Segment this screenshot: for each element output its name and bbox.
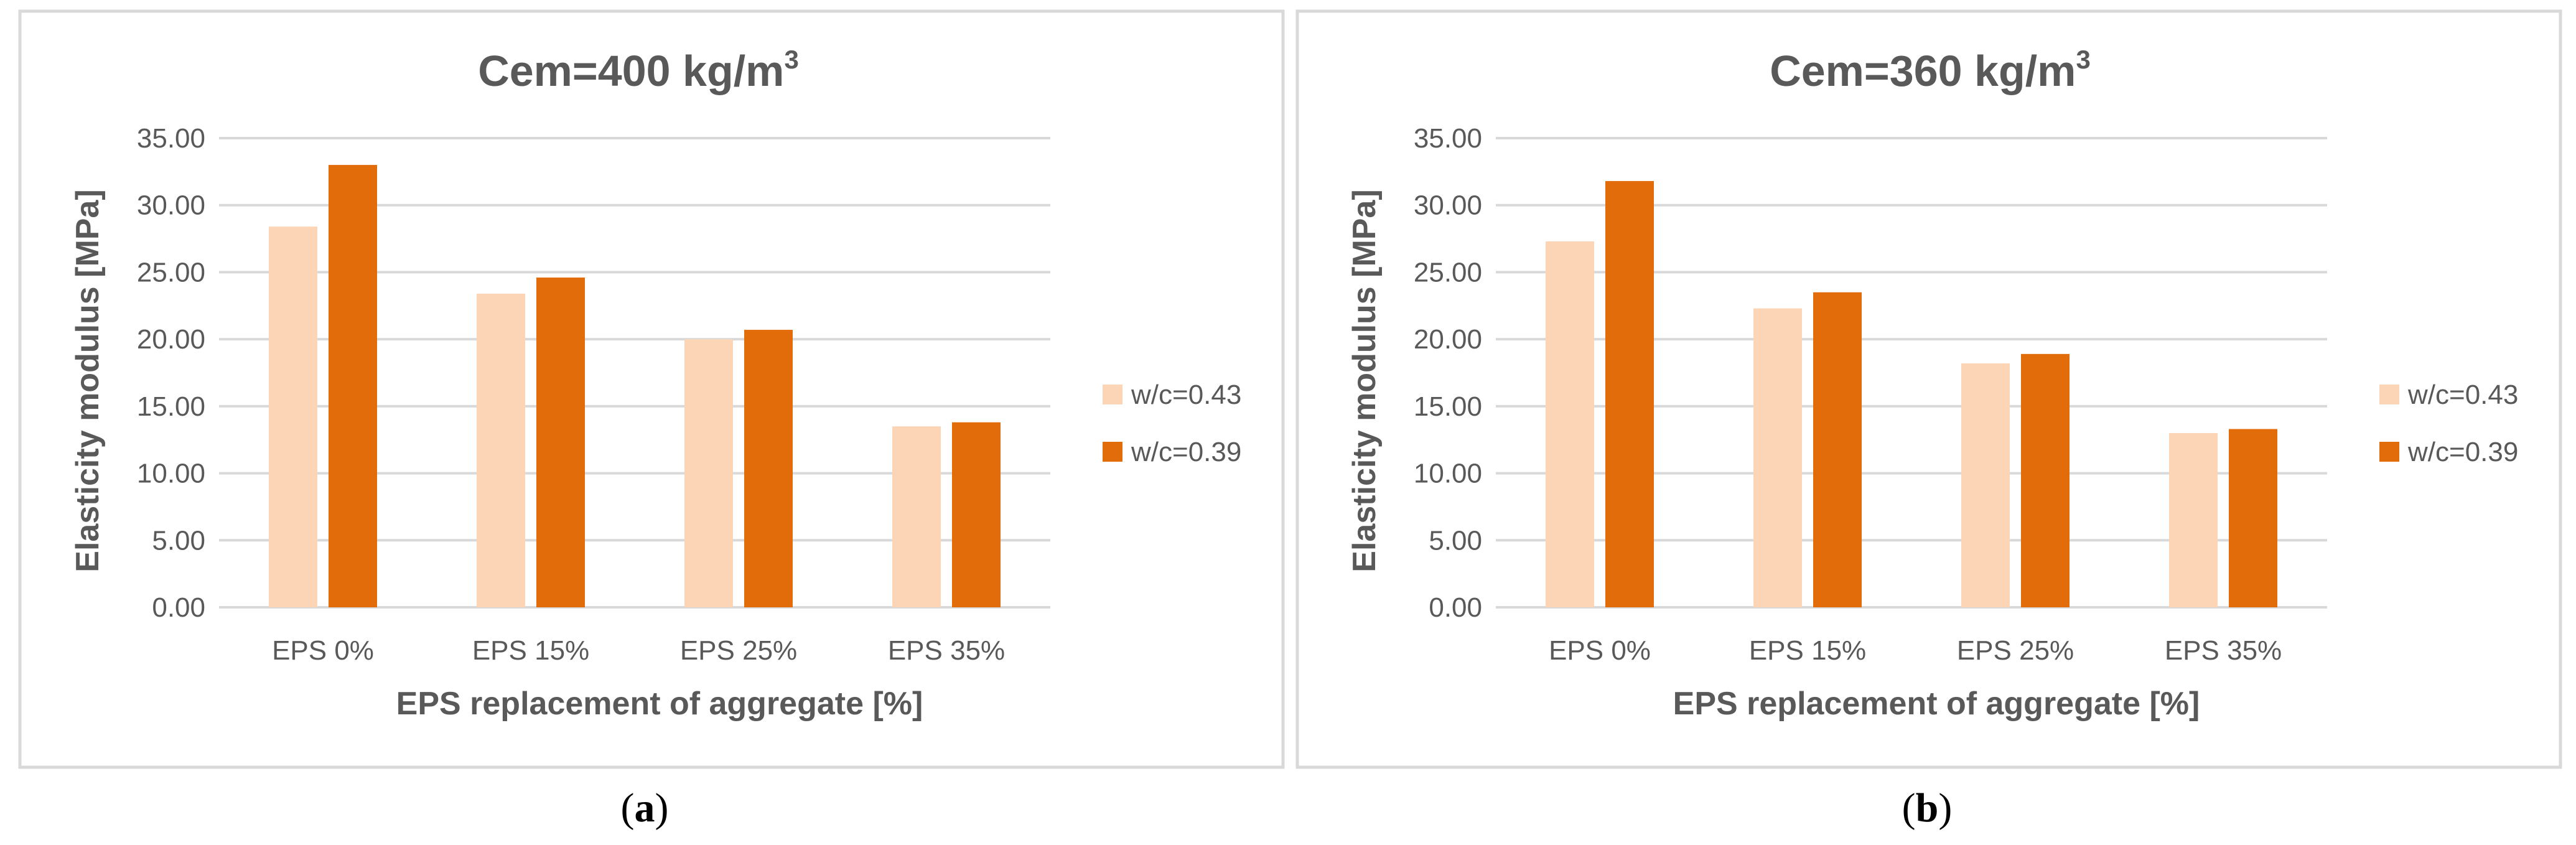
y-tick-label-a-5: 25.00: [137, 257, 205, 287]
y-axis-label-b: Elasticity modulus [MPa]: [1346, 189, 1383, 572]
x-ticks-b: EPS 0% EPS 15% EPS 25% EPS 35%: [1549, 635, 2282, 666]
x-tick-label-b-1: EPS 15%: [1749, 635, 1866, 666]
x-tick-label-a-1: EPS 15%: [472, 635, 589, 666]
chart-title-text-a: Cem=400 kg/m: [478, 47, 784, 95]
x-tick-label-a-3: EPS 35%: [888, 635, 1005, 666]
caption-close-a: ): [655, 785, 669, 831]
y-tick-label-a-3: 15.00: [137, 391, 205, 422]
chart-title-superscript-a: 3: [784, 45, 798, 74]
y-tick-label-b-3: 15.00: [1414, 391, 1482, 422]
y-axis-label-a: Elasticity modulus [MPa]: [70, 189, 106, 572]
y-tick-label-b-5: 25.00: [1414, 257, 1482, 287]
bar-b-s1-c1: [1813, 292, 1862, 607]
legend-label-a-1: w/c=0.39: [1131, 437, 1241, 467]
y-tick-label-a-2: 10.00: [137, 459, 205, 489]
legend-swatch-a-0: [1103, 385, 1122, 404]
x-tick-label-b-3: EPS 35%: [2165, 635, 2282, 666]
y-tick-label-a-6: 30.00: [137, 190, 205, 221]
x-ticks-a: EPS 0% EPS 15% EPS 25% EPS 35%: [272, 635, 1005, 666]
y-tick-label-b-6: 30.00: [1414, 190, 1482, 221]
bar-a-s1-c3: [952, 422, 1001, 607]
x-axis-label-a: EPS replacement of aggregate [%]: [396, 686, 923, 722]
caption-open-b: (: [1902, 785, 1916, 831]
y-ticks-b: 0.00 5.00 10.00 15.00 20.00 25.00 30.00 35.00: [1414, 123, 1482, 623]
bar-b-s0-c2: [1961, 363, 2010, 607]
caption-b: (b): [1902, 785, 1953, 831]
x-tick-label-b-0: EPS 0%: [1549, 635, 1651, 666]
x-tick-label-b-2: EPS 25%: [1957, 635, 2074, 666]
y-tick-label-b-4: 20.00: [1414, 324, 1482, 355]
chart-title-a: Cem=400 kg/m3: [478, 45, 799, 95]
bar-b-s0-c1: [1753, 308, 1802, 607]
chart-title-b: Cem=360 kg/m3: [1770, 45, 2091, 95]
legend-swatch-a-1: [1103, 442, 1122, 462]
bars-b: [1546, 180, 2277, 607]
legend-swatch-b-1: [2379, 442, 2399, 462]
chart-panel-a: Cem=400 kg/m3 0.00 5.00 10.00 15.00 20.00 25.…: [18, 9, 1285, 831]
bar-a-s0-c3: [892, 426, 941, 607]
bar-a-s1-c0: [329, 165, 377, 608]
x-axis-label-b: EPS replacement of aggregate [%]: [1673, 686, 2200, 722]
y-tick-label-b-0: 0.00: [1429, 592, 1482, 623]
y-tick-label-a-4: 20.00: [137, 324, 205, 355]
caption-close-b: ): [1938, 785, 1952, 831]
bar-b-s1-c3: [2229, 429, 2277, 607]
caption-a: (a): [621, 785, 669, 831]
chart-title-superscript-b: 3: [2076, 45, 2090, 74]
legend-a: w/c=0.43 w/c=0.39: [1103, 380, 1241, 467]
y-tick-label-b-2: 10.00: [1414, 459, 1482, 489]
legend-label-b-0: w/c=0.43: [2407, 380, 2518, 410]
y-ticks-a: 0.00 5.00 10.00 15.00 20.00 25.00 30.00 35.00: [137, 123, 205, 623]
chart-panel-b: Cem=360 kg/m3 0.00 5.00 10.00 15.00 20.00 25.…: [1295, 9, 2562, 831]
chart-frame-b: [1295, 9, 2562, 769]
bar-a-s1-c2: [744, 330, 793, 607]
legend-label-a-0: w/c=0.43: [1131, 380, 1241, 410]
y-tick-label-a-0: 0.00: [152, 592, 205, 623]
bar-b-s1-c2: [2021, 353, 2070, 607]
y-tick-label-a-7: 35.00: [137, 123, 205, 154]
bar-a-s0-c2: [684, 339, 733, 607]
bar-b-s0-c0: [1546, 241, 1594, 607]
bar-b-s1-c0: [1605, 180, 1654, 607]
legend-b: w/c=0.43 w/c=0.39: [2379, 380, 2518, 467]
y-tick-label-b-1: 5.00: [1429, 525, 1482, 556]
bars-a: [269, 165, 1001, 608]
chart-frame-a: [18, 9, 1285, 769]
bar-a-s0-c0: [269, 226, 317, 607]
bar-b-s0-c3: [2169, 432, 2218, 607]
y-tick-label-b-7: 35.00: [1414, 123, 1482, 154]
chart-title-text-b: Cem=360 kg/m: [1770, 47, 2076, 95]
caption-open-a: (: [621, 785, 635, 831]
x-tick-label-a-2: EPS 25%: [680, 635, 797, 666]
caption-letter-b: b: [1916, 785, 1939, 831]
legend-label-b-1: w/c=0.39: [2407, 437, 2518, 467]
caption-letter-a: a: [635, 785, 655, 831]
x-tick-label-a-0: EPS 0%: [272, 635, 374, 666]
y-tick-label-a-1: 5.00: [152, 525, 205, 556]
bar-a-s0-c1: [477, 293, 525, 607]
legend-swatch-b-0: [2379, 385, 2399, 404]
bar-a-s1-c1: [536, 278, 585, 607]
